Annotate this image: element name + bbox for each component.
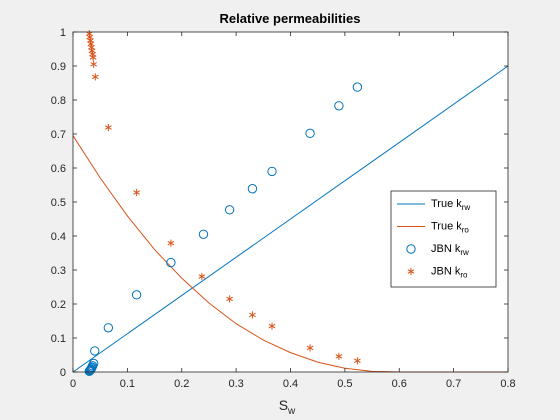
x-tick-label: 0.1: [120, 378, 135, 390]
data-point-circle: [88, 358, 99, 369]
data-point-star: [85, 30, 93, 38]
data-point-star: [249, 311, 256, 319]
data-point-star: [90, 60, 98, 68]
data-point-star: [226, 295, 233, 303]
x-tick-label: 0.3: [228, 378, 243, 390]
x-tick-label: 0.6: [392, 378, 407, 390]
y-tick-label: 0.1: [51, 333, 66, 345]
legend-label: True krw: [431, 198, 470, 212]
legend-circle-swatch: [406, 244, 416, 254]
data-point-star: [198, 272, 206, 281]
y-tick-label: 0.3: [51, 265, 66, 277]
x-tick-label: 0: [70, 378, 76, 390]
data-point-star: [88, 43, 95, 51]
x-tick-label: 0.5: [337, 378, 352, 390]
data-point-circle: [352, 82, 363, 92]
data-point-star: [133, 188, 140, 197]
data-point-circle: [90, 346, 100, 356]
data-point-circle: [103, 323, 114, 333]
data-point-star: [354, 357, 361, 365]
y-tick-label: 0.6: [51, 163, 66, 175]
data-point-star: [306, 344, 314, 352]
data-point-circle: [131, 290, 142, 300]
legend-label: True kro: [431, 221, 469, 235]
data-point-star: [167, 239, 175, 247]
legend: True krw True kro JBN krw JBN kro: [390, 190, 497, 288]
y-tick-label: 0: [60, 367, 66, 379]
x-tick-label: 0.4: [283, 378, 298, 390]
x-tick-label: 0.7: [446, 378, 461, 390]
y-tick-label: 0.2: [51, 299, 66, 311]
legend-item: JBN krw: [406, 243, 469, 257]
legend-item: True kro: [397, 221, 469, 235]
x-tick-label: 0.8: [500, 378, 515, 390]
data-point-circle: [198, 229, 209, 240]
y-tick-label: 0.9: [51, 61, 66, 73]
y-tick-label: 0.4: [51, 231, 66, 243]
data-point-star: [88, 47, 96, 55]
legend-box: [390, 190, 497, 288]
data-point-star: [89, 53, 97, 62]
data-point-star: [87, 40, 95, 48]
series-line-rw: [72, 65, 509, 373]
legend-label: JBN kro: [431, 266, 468, 280]
legend-label: JBN krw: [431, 243, 469, 257]
legend-item: True krw: [397, 198, 470, 212]
data-point-star: [268, 322, 276, 330]
y-tick-label: 0.5: [51, 197, 66, 209]
data-point-circle: [267, 166, 277, 177]
data-point-star: [89, 50, 96, 58]
legend-item: JBN kro: [407, 266, 468, 280]
legend-star-swatch: [407, 267, 415, 276]
data-point-star: [335, 352, 343, 360]
data-point-circle: [224, 205, 235, 215]
y-tick-label: 0.7: [51, 129, 66, 141]
data-point-star: [104, 123, 112, 132]
data-point-circle: [247, 184, 258, 194]
data-point-circle: [334, 101, 344, 111]
x-axis-label: Sw: [279, 397, 296, 417]
data-point-star: [86, 33, 94, 41]
x-tick-label: 0.2: [174, 378, 189, 390]
y-tick-label: 0.8: [51, 95, 66, 107]
data-point-star: [87, 36, 94, 45]
data-point-star: [91, 73, 99, 81]
axis-ticks: 0 0.1 0.2 0.3 0.4 0.5 0.6 0.7 0.8 0 0.1 0.2 0.3 0.4 0.…: [51, 27, 516, 390]
y-tick-label: 1: [60, 27, 66, 39]
data-point-circle: [166, 257, 176, 268]
plot-area: [72, 30, 509, 377]
data-point-circle: [305, 128, 315, 139]
chart-title: Relative permeabilities: [220, 11, 361, 26]
